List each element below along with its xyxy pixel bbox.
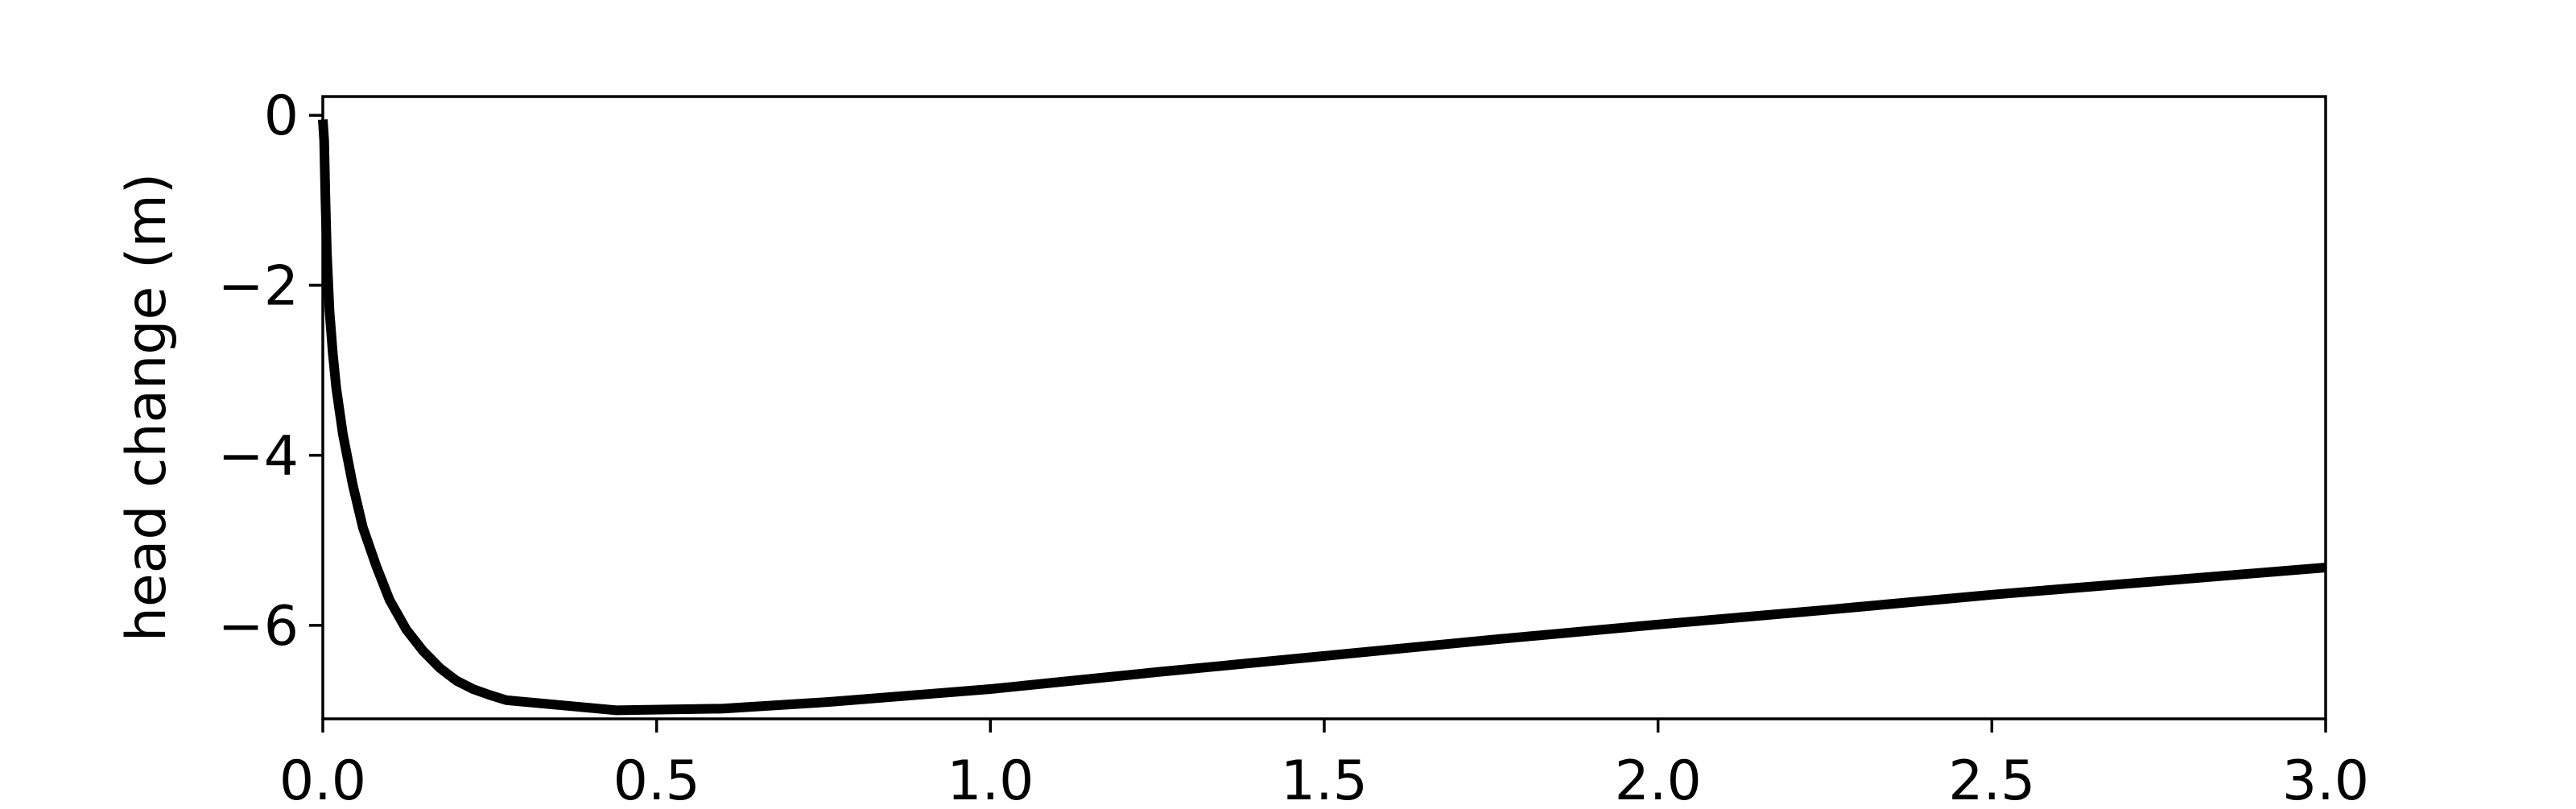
y-tick-label: −2: [218, 254, 299, 318]
x-tick-label: 2.0: [1615, 749, 1702, 805]
x-tick-label: 2.5: [1948, 749, 2035, 805]
x-tick-label: 1.5: [1281, 749, 1368, 805]
y-tick-label: −4: [218, 425, 299, 489]
plot-frame: [321, 95, 2327, 720]
y-axis-label: head change (m): [115, 173, 179, 642]
series-line: [318, 119, 2326, 716]
series-layer: [318, 119, 2326, 716]
x-tick-label: 1.0: [947, 749, 1034, 805]
x-tick-label: 3.0: [2282, 749, 2369, 805]
x-axis: 0.0 0.5 1.0 1.5 2.0 2.5 3.0: [279, 719, 2369, 809]
y-tick-label: −6: [218, 595, 299, 658]
y-tick-label: 0: [264, 85, 299, 148]
x-tick-label: 0.5: [613, 749, 700, 805]
x-tick-label: 0.0: [279, 749, 366, 805]
y-axis: 0 −2 −4 −6: [218, 85, 323, 658]
